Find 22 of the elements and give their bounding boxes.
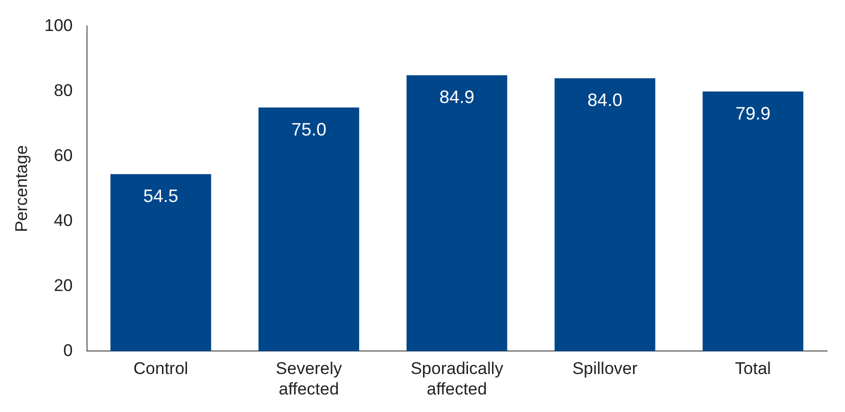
data-label: 79.9 — [735, 103, 770, 124]
data-label: 54.5 — [143, 186, 178, 206]
x-tick-label: Sporadically affected — [410, 359, 504, 398]
data-label: 84.9 — [439, 87, 474, 108]
y-tick-label: 0 — [63, 340, 73, 360]
y-tick-label: 100 — [44, 16, 73, 35]
bar — [406, 75, 508, 352]
y-tick-label: 60 — [54, 146, 73, 165]
bar — [258, 107, 360, 352]
bar — [702, 92, 804, 352]
data-label: 84.0 — [587, 90, 622, 110]
y-tick-label: 40 — [54, 210, 73, 230]
x-tick-label: Control — [133, 359, 188, 378]
bar — [110, 174, 212, 352]
y-tick-label: 20 — [54, 276, 73, 295]
data-label: 75.0 — [291, 119, 326, 140]
y-axis-title: Percentage — [12, 145, 31, 232]
x-tick-label: Total — [735, 359, 771, 378]
bar — [554, 78, 656, 352]
x-tick-label: Spillover — [572, 359, 638, 378]
y-tick-label: 80 — [54, 80, 73, 100]
x-tick-label: Severely affected — [276, 359, 342, 398]
